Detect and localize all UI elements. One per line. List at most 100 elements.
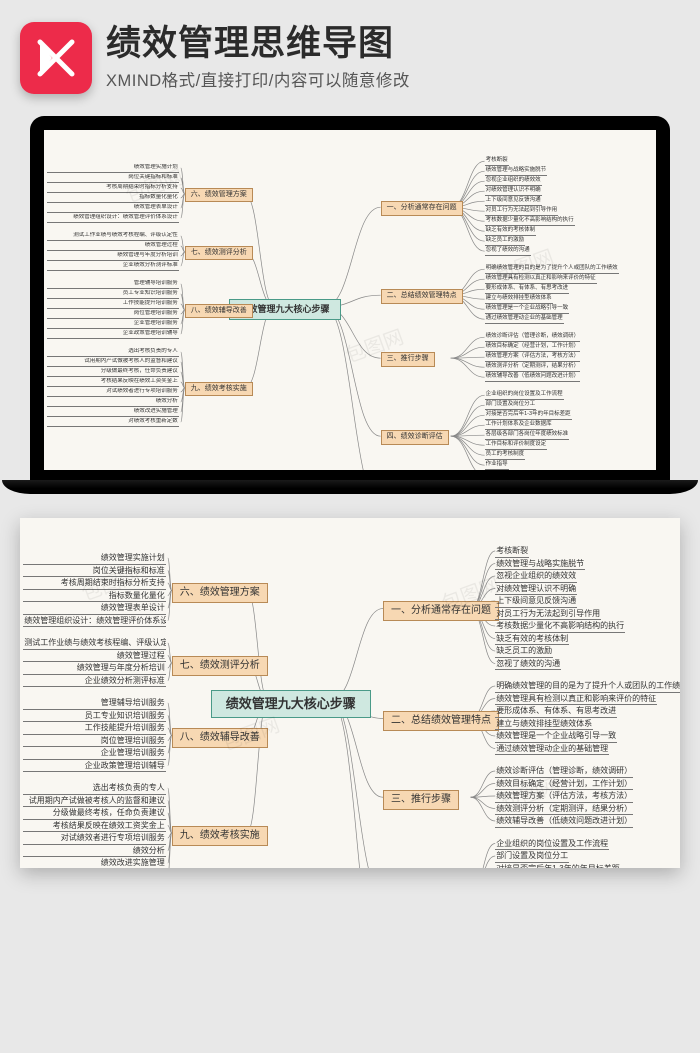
leaf-right-3-7: 作业指导	[485, 461, 509, 470]
leaf-left-0-3: 指标数量化量化	[23, 591, 166, 603]
laptop-mockup: 绩效管理九大核心步骤一、分析通常存在问题考核断裂绩效管理与战略实施脱节忽视企业组…	[30, 116, 670, 494]
leaf-right-0-0: 考核断裂	[495, 546, 529, 558]
leaf-left-3-6: 绩效改进实施管理	[23, 858, 166, 868]
leaf-right-3-2: 对接是否完后年1-3年的年目标差距	[495, 864, 621, 869]
leaf-right-1-1: 绩效管理具有检测以真正和影响来评价的特征	[495, 694, 657, 706]
branch-right-0: 一、分析通常存在问题	[383, 601, 499, 621]
leaf-right-3-0: 企业组织的岗位设置及工作流程	[485, 391, 564, 400]
branch-left-2: 八、绩效辅导改善	[185, 304, 253, 318]
leaf-right-1-5: 通过绩效管理动企业的基础管理	[485, 315, 564, 324]
leaf-right-0-0: 考核断裂	[485, 157, 509, 166]
leaf-right-0-6: 考核数据少量化不高影响结构的执行	[485, 217, 575, 226]
leaf-left-3-0: 选出考核负责的专人	[47, 348, 179, 357]
leaf-right-0-9: 忽视了绩效的沟通	[485, 247, 531, 256]
branch-left-1: 七、绩效测评分析	[172, 656, 268, 676]
leaf-right-1-4: 绩效管理是一个企业战略引导一致	[495, 731, 617, 743]
leaf-right-2-2: 绩效管理方案（评估方法，考核方法）	[485, 353, 581, 362]
branch-left-0: 六、绩效管理方案	[185, 188, 253, 202]
leaf-left-2-4: 企业管理培训服务	[47, 320, 179, 329]
leaf-right-1-4: 绩效管理是一个企业战略引导一致	[485, 305, 570, 314]
leaf-left-3-7: 对绩效考核重新定数	[47, 418, 179, 427]
leaf-left-1-0: 测试工作业绩与绩效考核程编、评级认定性	[23, 638, 166, 650]
leaf-right-0-6: 考核数据少量化不高影响结构的执行	[495, 621, 625, 633]
leaf-right-2-4: 绩效辅导改善（低绩效问题改进计划）	[485, 373, 581, 382]
leaf-left-2-5: 企业政策管理培训辅导	[23, 761, 166, 773]
leaf-right-0-5: 对员工行为无法起到引导作用	[495, 609, 601, 621]
leaf-left-0-0: 绩效管理实施计划	[23, 553, 166, 565]
leaf-right-2-0: 绩效诊断评估（管理诊断，绩效调研）	[485, 333, 581, 342]
leaf-left-2-2: 工作技能提升培训服务	[23, 723, 166, 735]
branch-left-0: 六、绩效管理方案	[172, 583, 268, 603]
leaf-right-0-8: 缺乏员工的激励	[485, 237, 526, 246]
leaf-left-1-0: 测试工作业绩与绩效考核程编、评级认定性	[47, 232, 179, 241]
leaf-left-2-0: 管理辅导培训服务	[47, 280, 179, 289]
leaf-right-1-0: 明确绩效管理的目的是为了提升个人或团队的工作绩效	[495, 681, 680, 693]
leaf-left-2-1: 员工专业知识培训服务	[23, 711, 166, 723]
leaf-right-0-8: 缺乏员工的激励	[495, 646, 553, 658]
branch-left-2: 八、绩效辅导改善	[172, 728, 268, 748]
branch-left-3: 九、绩效考核实施	[172, 826, 268, 846]
branch-left-1: 七、绩效测评分析	[185, 246, 253, 260]
leaf-right-2-0: 绩效诊断评估（管理诊断，绩效调研）	[495, 766, 633, 778]
leaf-right-2-4: 绩效辅导改善（低绩效问题改进计划）	[495, 816, 633, 828]
leaf-right-3-4: 各层级各部门各岗位年度绩效标准	[485, 431, 570, 440]
leaf-left-2-5: 企业政策管理培训辅导	[47, 330, 179, 339]
leaf-left-0-1: 岗位关键指标和标准	[23, 566, 166, 578]
leaf-right-2-3: 绩效测评分析（定期测评，结果分析）	[495, 804, 633, 816]
leaf-left-0-2: 考核周期结束时指标分析支持	[23, 578, 166, 590]
leaf-left-1-3: 企业绩效分析测评标准	[47, 262, 179, 271]
leaf-left-0-2: 考核周期结束时指标分析支持	[47, 184, 179, 193]
leaf-left-1-3: 企业绩效分析测评标准	[23, 676, 166, 688]
leaf-right-0-4: 上下级间意见反馈沟通	[495, 596, 577, 608]
leaf-right-0-4: 上下级间意见反馈沟通	[485, 197, 542, 206]
xmind-logo	[20, 22, 92, 94]
branch-right-2: 三、推行步骤	[383, 790, 459, 810]
leaf-right-3-6: 员工的考核制度	[485, 451, 526, 460]
leaf-left-0-5: 绩效管理组织设计：绩效管理评价体系设计	[47, 214, 179, 223]
leaf-right-3-1: 部门设置及岗位分工	[485, 401, 537, 410]
leaf-left-2-0: 管理辅导培训服务	[23, 698, 166, 710]
leaf-right-0-2: 忽视企业组织的绩效效	[495, 571, 577, 583]
leaf-right-2-1: 绩效目标确定（经营计划，工作计划）	[485, 343, 581, 352]
leaf-left-3-4: 对试绩效者进行专项培训服务	[47, 388, 179, 397]
leaf-right-2-2: 绩效管理方案（评估方法，考核方法）	[495, 791, 633, 803]
leaf-left-0-0: 绩效管理实施计划	[47, 164, 179, 173]
leaf-right-2-3: 绩效测评分析（定期测评，结果分析）	[485, 363, 581, 372]
leaf-right-3-1: 部门设置及岗位分工	[495, 851, 569, 863]
leaf-right-2-1: 绩效目标确定（经营计划，工作计划）	[495, 779, 633, 791]
branch-right-3: 四、绩效诊断评估	[381, 430, 449, 444]
leaf-right-3-2: 对接是否完后年1-3年的年目标差距	[485, 411, 572, 420]
leaf-right-0-3: 对绩效管理认识不明确	[485, 187, 542, 196]
leaf-right-1-1: 绩效管理具有检测以真正和影响来评价的特征	[485, 275, 597, 284]
leaf-right-3-5: 工作目标和评价制度设定	[485, 441, 548, 450]
leaf-right-1-0: 明确绩效管理的目的是为了提升个人或团队的工作绩效	[485, 265, 619, 274]
leaf-left-2-3: 岗位管理培训服务	[47, 310, 179, 319]
leaf-left-1-2: 绩效管理与年度分析培训	[23, 663, 166, 675]
leaf-left-3-4: 对试绩效者进行专项培训服务	[23, 833, 166, 845]
leaf-left-1-1: 绩效管理过程	[23, 651, 166, 663]
leaf-left-3-5: 绩效分析	[47, 398, 179, 407]
leaf-right-0-7: 缺乏有效的考核体制	[485, 227, 537, 236]
branch-right-1: 二、总结绩效管理特点	[381, 289, 463, 303]
leaf-left-3-0: 选出考核负责的专人	[23, 783, 166, 795]
leaf-right-0-5: 对员工行为无法起到引导作用	[485, 207, 559, 216]
leaf-right-1-3: 建立与绩效排挂型绩效体系	[485, 295, 553, 304]
leaf-left-2-2: 工作技能提升培训服务	[47, 300, 179, 309]
leaf-left-1-1: 绩效管理过程	[47, 242, 179, 251]
leaf-left-3-2: 分级做最终考核，任命负责建议	[23, 808, 166, 820]
center-node: 绩效管理九大核心步骤	[211, 690, 371, 718]
leaf-right-0-3: 对绩效管理认识不明确	[495, 584, 577, 596]
branch-left-3: 九、绩效考核实施	[185, 382, 253, 396]
leaf-left-2-3: 岗位管理培训服务	[23, 736, 166, 748]
leaf-left-3-6: 绩效改进实施管理	[47, 408, 179, 417]
leaf-left-3-3: 考核结果反映在绩效工资奖金上	[47, 378, 179, 387]
branch-right-1: 二、总结绩效管理特点	[383, 711, 499, 731]
leaf-left-3-3: 考核结果反映在绩效工资奖金上	[23, 821, 166, 833]
branch-right-0: 一、分析通常存在问题	[381, 201, 463, 215]
leaf-right-0-1: 绩效管理与战略实施脱节	[495, 559, 585, 571]
leaf-right-0-7: 缺乏有效的考核体制	[495, 634, 569, 646]
header: 绩效管理思维导图 XMIND格式/直接打印/内容可以随意修改	[0, 0, 700, 106]
leaf-left-1-2: 绩效管理与年度分析培训	[47, 252, 179, 261]
leaf-right-0-2: 忽视企业组织的绩效效	[485, 177, 542, 186]
leaf-right-1-3: 建立与绩效排挂型绩效体系	[495, 719, 593, 731]
